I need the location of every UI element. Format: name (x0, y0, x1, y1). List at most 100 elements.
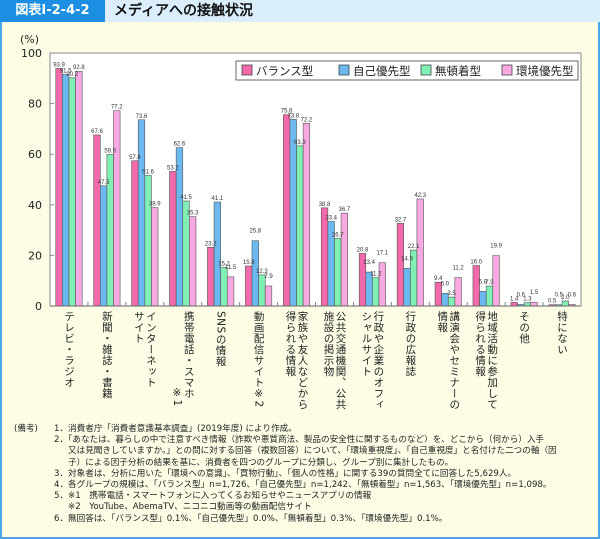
bar (378, 262, 386, 307)
data-label: 22.1 (408, 244, 420, 250)
data-label: 77.2 (111, 105, 123, 111)
data-label: 92.8 (73, 65, 85, 71)
data-label: 15.8 (243, 260, 255, 266)
bar (340, 212, 348, 307)
category-label: 動画配信サイト※2 (253, 311, 265, 408)
category-label-line: 行政や企業のオフィ (372, 311, 385, 410)
data-label: 11.2 (453, 266, 465, 272)
bar (510, 302, 518, 307)
category-label-line: ※1 (170, 387, 183, 407)
figure-number-badge: 図表Ⅰ-2-4-2 (0, 0, 105, 22)
bar (296, 145, 304, 307)
notes: (備考) 1．消費者庁「消費者意識基本調査」(2019年度) により作成。 2．… (14, 424, 594, 525)
data-label: 9.4 (434, 276, 443, 282)
y-tick-label: 100 (21, 47, 42, 60)
data-label: 41.1 (212, 196, 224, 202)
data-label: 75.6 (281, 109, 293, 115)
note-line: 1．消費者庁「消費者意識基本調査」(2019年度) により作成。 (54, 424, 297, 434)
data-label: 42.3 (414, 193, 426, 199)
note-line: 子）による因子分析の結果を基に、消費者を四つのグループに分類し、グループ別に集計… (68, 457, 454, 468)
data-label: 11.5 (225, 265, 237, 271)
bar (372, 277, 380, 307)
bar (68, 77, 76, 307)
bar (144, 175, 152, 307)
bar (220, 267, 228, 307)
bar (403, 268, 411, 307)
data-label: 1.3 (523, 297, 532, 303)
data-label: 91.5 (60, 69, 72, 75)
data-label: 63.3 (294, 140, 306, 146)
data-label: 32.7 (395, 217, 407, 223)
category-label-line: 得られる情報 (284, 311, 297, 377)
data-label: 12.3 (256, 269, 268, 275)
category-label: 行政や企業のオフィ シャルサイト (360, 311, 384, 410)
legend-box (235, 60, 579, 81)
category-label: 携帯電話・スマホ ※1 (171, 311, 195, 407)
legend-swatch (241, 64, 253, 76)
data-label: 38.8 (319, 202, 331, 208)
data-label: 1.5 (530, 290, 539, 296)
legend-swatch (420, 64, 432, 76)
data-label: 35.3 (187, 211, 199, 217)
bar (396, 222, 405, 307)
y-tick-label: 0 (35, 300, 42, 313)
legend-label: 無頓着型 (435, 64, 481, 78)
bar (151, 207, 159, 307)
legend-label: 環境優先型 (516, 64, 574, 78)
y-tick-label: 40 (28, 199, 42, 212)
bar (302, 123, 311, 307)
bar (416, 198, 424, 307)
note-line: 6．無回答は、「バランス型」0.1%、「自己優先型」0.0%、「無頓着型」0.3… (54, 513, 448, 524)
bar (472, 265, 480, 307)
data-label: 23.2 (205, 241, 217, 247)
bar (454, 277, 462, 307)
bar (131, 160, 139, 307)
bar (245, 265, 253, 307)
bar (169, 171, 177, 307)
figure-title: メディアへの接触状況 (114, 3, 254, 19)
bars (50, 68, 581, 307)
note-line: ※2 YouTube、AbemaTV、ニコニコ動画等の動画配信サイト (68, 502, 312, 513)
note-line: 3．対象者は、分析に用いた「環境への意識」、「買物行動」、「個人の性格」に関する… (54, 468, 517, 479)
data-labels: 93.991.590.292.8 67.6 47.5 59.9 77.2 57.4 73.6… (53, 62, 577, 304)
data-label: 93.9 (53, 62, 65, 68)
data-label: 7.9 (485, 280, 494, 286)
category-label: SNSの情報 (215, 311, 227, 367)
data-label: 20.8 (357, 247, 369, 253)
data-label: 17.1 (376, 251, 388, 257)
data-label: 14.9 (401, 256, 413, 262)
bar (264, 285, 273, 307)
bar (479, 291, 487, 307)
category-label-line: シャルサイト (360, 311, 373, 377)
bar (207, 247, 215, 307)
data-label: 13.4 (363, 260, 375, 266)
category-label: インターネット サイト (133, 311, 157, 388)
bar (485, 285, 494, 307)
data-label: 59.9 (104, 148, 116, 154)
category-label-line: 特にない (556, 311, 569, 355)
legend-swatch (501, 64, 513, 76)
notes-label: (備考) (14, 424, 38, 434)
bar (320, 207, 329, 307)
category-label-line: 動画配信サイト※2 (252, 311, 265, 408)
note-line: 2．「あなたは、暮らしの中で注意すべき情報（詐欺や悪質商法、製品の安全性に関する… (54, 435, 545, 446)
bar (75, 70, 83, 307)
category-label-line: サイト (132, 311, 145, 344)
bar (93, 134, 101, 307)
data-label: 19.9 (490, 244, 502, 250)
bar (334, 238, 342, 307)
y-tick-label: 20 (28, 249, 42, 262)
data-label: 36.7 (339, 207, 351, 213)
y-tick-label: 80 (28, 98, 42, 111)
category-label: 講演会やセミナーの 情報 (436, 311, 460, 410)
category-label-line: 携帯電話・スマホ (182, 311, 195, 399)
bar (561, 300, 569, 307)
legend-swatch (338, 64, 350, 76)
note-line: 5．※1 携帯電話・スマートフォンに入ってくるお知らせやニュースアプリの情報 (54, 491, 372, 502)
data-label: 73.8 (287, 113, 299, 119)
category-label-line: インターネット (144, 311, 157, 388)
category-label-line: 地域活動に参加して (486, 311, 499, 410)
data-label: 3.5 (447, 291, 456, 297)
bar (189, 216, 197, 307)
category-label-line: 公共交通機関、公共 (334, 311, 347, 410)
